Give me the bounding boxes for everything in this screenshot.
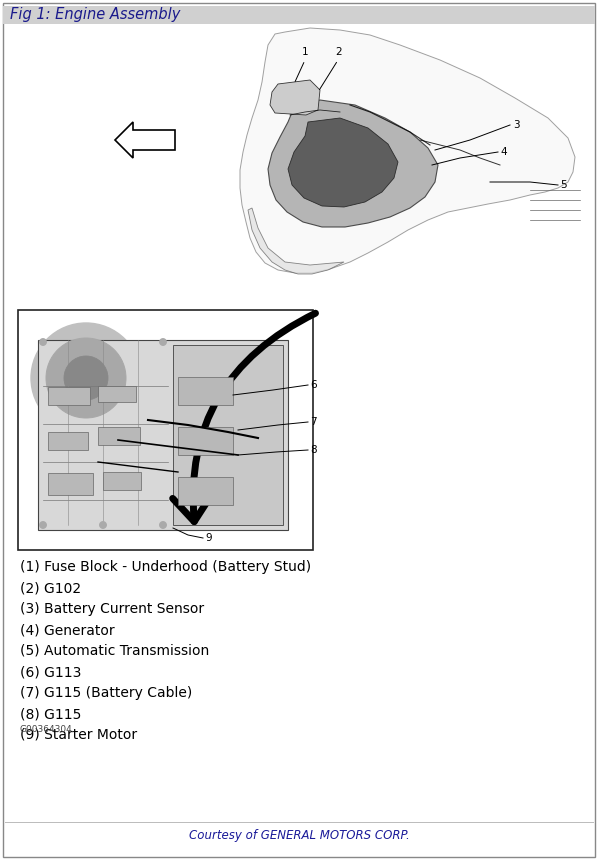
Text: (2) G102: (2) G102 bbox=[20, 581, 81, 595]
Bar bbox=[3, 6, 595, 24]
Text: 5: 5 bbox=[560, 180, 567, 190]
Circle shape bbox=[46, 338, 126, 418]
Text: (8) G115: (8) G115 bbox=[20, 707, 81, 721]
Text: (1) Fuse Block - Underhood (Battery Stud): (1) Fuse Block - Underhood (Battery Stud… bbox=[20, 560, 311, 574]
Text: 3: 3 bbox=[513, 120, 520, 130]
Circle shape bbox=[39, 339, 47, 346]
Circle shape bbox=[64, 356, 108, 400]
Bar bbox=[173, 345, 283, 525]
Text: 8: 8 bbox=[310, 445, 316, 455]
Bar bbox=[48, 387, 90, 405]
Bar bbox=[98, 427, 140, 445]
Text: Fig 1: Engine Assembly: Fig 1: Engine Assembly bbox=[10, 8, 181, 22]
Text: Courtesy of GENERAL MOTORS CORP.: Courtesy of GENERAL MOTORS CORP. bbox=[188, 829, 410, 842]
Text: 4: 4 bbox=[500, 147, 507, 157]
Bar bbox=[178, 477, 233, 505]
Circle shape bbox=[39, 521, 47, 529]
Text: (9) Starter Motor: (9) Starter Motor bbox=[20, 728, 137, 742]
Text: (4) Generator: (4) Generator bbox=[20, 623, 115, 637]
FancyArrowPatch shape bbox=[173, 313, 316, 522]
Bar bbox=[178, 427, 233, 455]
Text: 2: 2 bbox=[335, 47, 341, 57]
Polygon shape bbox=[270, 80, 320, 115]
Bar bbox=[48, 473, 93, 495]
Text: G00364304: G00364304 bbox=[20, 725, 73, 734]
Bar bbox=[103, 472, 141, 490]
Polygon shape bbox=[115, 122, 175, 158]
Text: 1: 1 bbox=[302, 47, 309, 57]
Circle shape bbox=[160, 521, 166, 529]
Circle shape bbox=[31, 323, 141, 433]
Polygon shape bbox=[248, 208, 344, 274]
Bar bbox=[18, 310, 313, 550]
Circle shape bbox=[160, 339, 166, 346]
Text: (3) Battery Current Sensor: (3) Battery Current Sensor bbox=[20, 602, 204, 616]
Bar bbox=[38, 340, 288, 530]
Polygon shape bbox=[268, 100, 438, 227]
Text: 6: 6 bbox=[310, 380, 316, 390]
Text: (7) G115 (Battery Cable): (7) G115 (Battery Cable) bbox=[20, 686, 192, 700]
Text: 7: 7 bbox=[310, 417, 316, 427]
Text: (5) Automatic Transmission: (5) Automatic Transmission bbox=[20, 644, 209, 658]
Bar bbox=[98, 386, 136, 402]
Polygon shape bbox=[288, 118, 398, 207]
Text: (6) G113: (6) G113 bbox=[20, 665, 81, 679]
Polygon shape bbox=[240, 28, 575, 273]
Circle shape bbox=[99, 521, 106, 529]
Bar bbox=[178, 377, 233, 405]
Text: 9: 9 bbox=[205, 533, 212, 543]
Bar bbox=[48, 432, 88, 450]
